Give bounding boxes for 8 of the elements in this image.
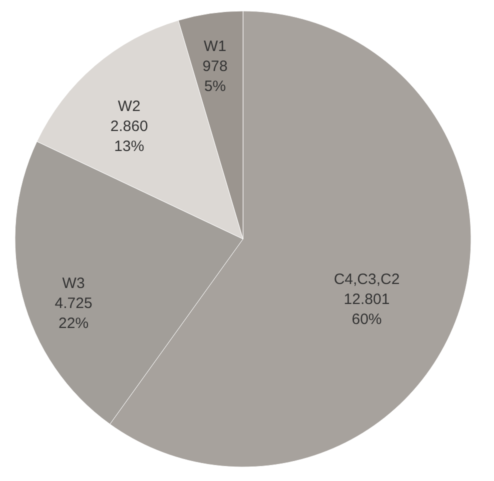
- slice-label: W3: [62, 274, 85, 292]
- data-label: 12.801 60%: [344, 290, 390, 328]
- slice-label: C4,C3,C2: [334, 270, 400, 288]
- slice-label: W1: [204, 38, 226, 56]
- data-label: 978 5%: [202, 58, 228, 96]
- data-label: 4.725 22%: [54, 294, 92, 332]
- slice-label: W2: [118, 98, 140, 116]
- data-label: 2.860 13%: [110, 118, 148, 156]
